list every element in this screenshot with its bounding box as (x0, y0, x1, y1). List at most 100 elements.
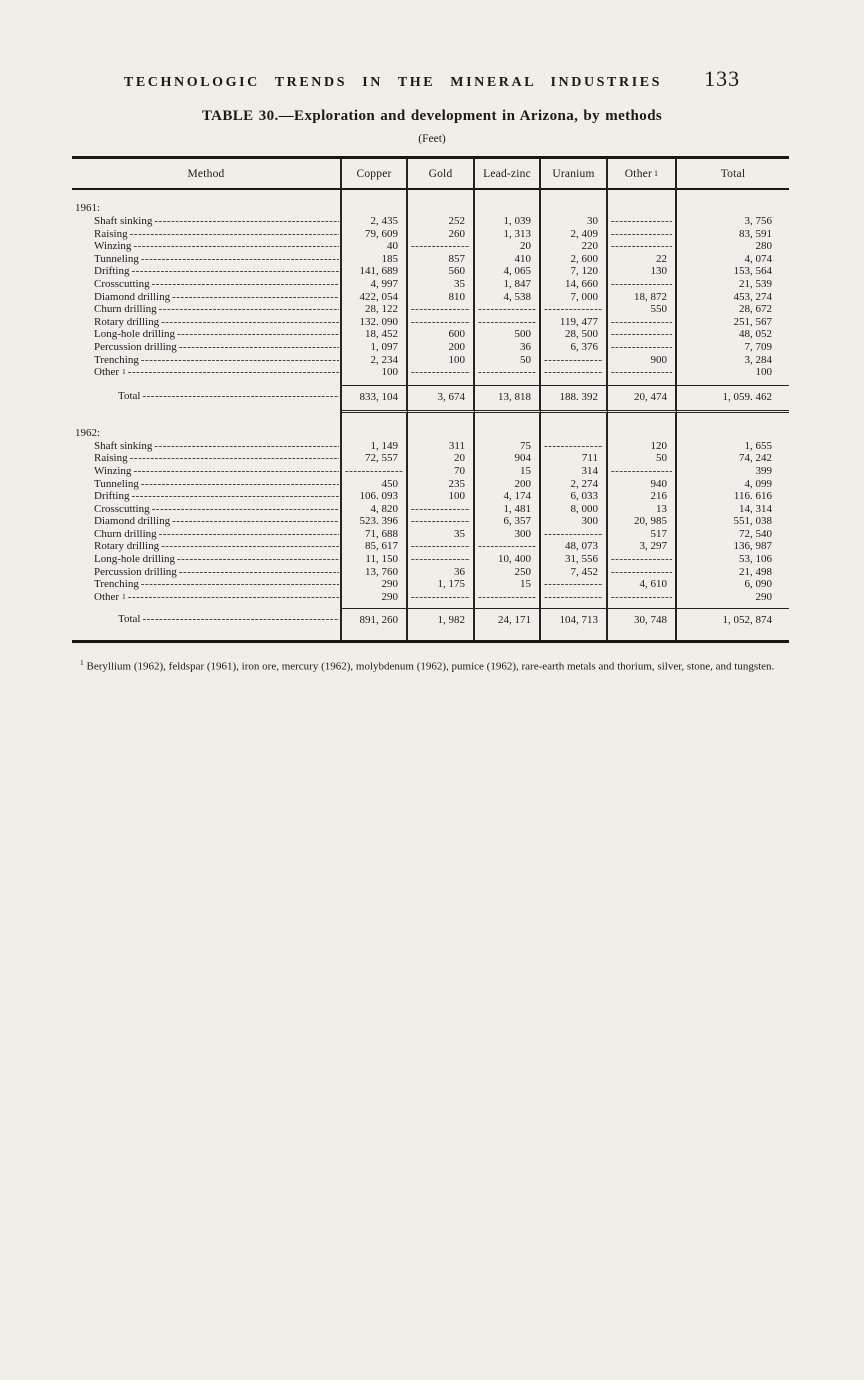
value-cell: 311 (408, 439, 475, 453)
method-label: Drifting (94, 490, 130, 503)
value-cell: 6, 376 (541, 340, 608, 354)
total-value-cell: 30, 748 (608, 608, 677, 634)
spacer-cell (541, 412, 608, 427)
dash-leader (130, 452, 339, 464)
dash-leader (133, 240, 339, 252)
dash-leader (131, 490, 339, 502)
value-cell: 1, 847 (475, 277, 541, 291)
value-cell (608, 328, 677, 341)
dash-fill (544, 578, 603, 591)
dash-fill (544, 354, 603, 367)
data-table: Method Copper Gold Lead-zinc Uranium Other 1 To… (72, 156, 789, 644)
method-label: Raising (94, 227, 128, 240)
spacer-cell (475, 378, 541, 385)
value-cell: 260 (408, 227, 475, 241)
method-cell: Winzing (72, 464, 342, 478)
method-cell: Diamond drilling (72, 515, 342, 528)
value-cell: 120 (608, 439, 677, 453)
dash-fill (611, 366, 672, 379)
total-label: Total (118, 389, 141, 402)
dash-leader (141, 578, 339, 590)
dash-fill (544, 366, 603, 379)
dash-leader (141, 354, 339, 366)
dash-leader (141, 478, 339, 490)
spacer-cell (677, 202, 789, 215)
method-label: Diamond drilling (94, 515, 171, 528)
spacer-cell (342, 190, 408, 202)
dash-leader (130, 228, 339, 240)
value-cell: 6, 033 (541, 490, 608, 503)
value-cell: 399 (755, 464, 773, 477)
method-cell: Tunneling (72, 252, 342, 266)
spacer-cell (541, 633, 608, 641)
value-cell: 453, 274 (733, 290, 773, 303)
method-cell: Drifting (72, 490, 342, 503)
value-cell: 21, 498 (739, 565, 772, 578)
dash-leader (154, 215, 339, 227)
spacer-cell (475, 603, 541, 609)
dash-leader (172, 515, 339, 527)
spacer-row (72, 190, 789, 202)
value-cell: 132. 090 (342, 315, 408, 329)
value-cell: 2, 274 (541, 477, 608, 491)
dash-fill (611, 591, 672, 604)
value-cell: 4, 174 (475, 490, 541, 503)
dash-fill (611, 328, 672, 341)
method-cell: Crosscutting (72, 502, 342, 516)
spacer-row (72, 378, 789, 385)
dash-fill (411, 316, 470, 329)
dash-leader (177, 328, 339, 340)
value-cell (408, 315, 475, 329)
spacer-cell (475, 202, 541, 215)
value-cell (408, 540, 475, 554)
table-row: Other1290290 (72, 590, 789, 604)
value-cell (608, 590, 677, 604)
dash-leader (128, 366, 339, 378)
value-cell: 30 (541, 215, 608, 228)
value-cell: 290 (342, 578, 408, 591)
value-cell: 53, 106 (739, 553, 772, 566)
spacer-cell (475, 426, 541, 440)
spacer-cell (342, 603, 408, 609)
total-value-cell: 13, 818 (475, 384, 541, 413)
value-cell (408, 502, 475, 516)
method-cell: Trenching (72, 578, 342, 591)
value-cell (408, 240, 475, 253)
spacer-cell (72, 378, 342, 385)
dash-fill (411, 240, 470, 253)
value-cell (541, 303, 608, 316)
spacer-cell (677, 633, 789, 640)
dash-fill (478, 591, 536, 604)
value-cell: 8, 000 (541, 502, 608, 516)
running-head-title: TECHNOLOGIC TRENDS IN THE MINERAL INDUST… (123, 75, 663, 90)
spacer-cell (608, 426, 677, 440)
spacer-row (72, 633, 789, 641)
dash-leader (179, 566, 339, 578)
value-cell: 290 (755, 590, 773, 603)
column-header-total: Total (677, 159, 789, 190)
total-value-cell: 1, 052, 874 (677, 608, 789, 633)
value-cell: 15 (475, 578, 541, 591)
method-cell: Percussion drilling (72, 565, 342, 579)
spacer-cell (408, 426, 475, 440)
value-cell: 7, 452 (541, 565, 608, 579)
spacer-row (72, 603, 789, 609)
value-cell: 50 (608, 452, 677, 465)
value-cell: 141, 689 (342, 265, 408, 278)
value-cell: 100 (755, 366, 773, 379)
value-cell: 200 (475, 477, 541, 491)
value-cell: 6, 090 (744, 578, 773, 591)
total-label-cell: Total (72, 384, 342, 413)
dash-leader (177, 553, 339, 565)
value-cell: 290 (342, 590, 408, 604)
spacer-cell (408, 378, 475, 385)
value-cell (475, 303, 541, 316)
